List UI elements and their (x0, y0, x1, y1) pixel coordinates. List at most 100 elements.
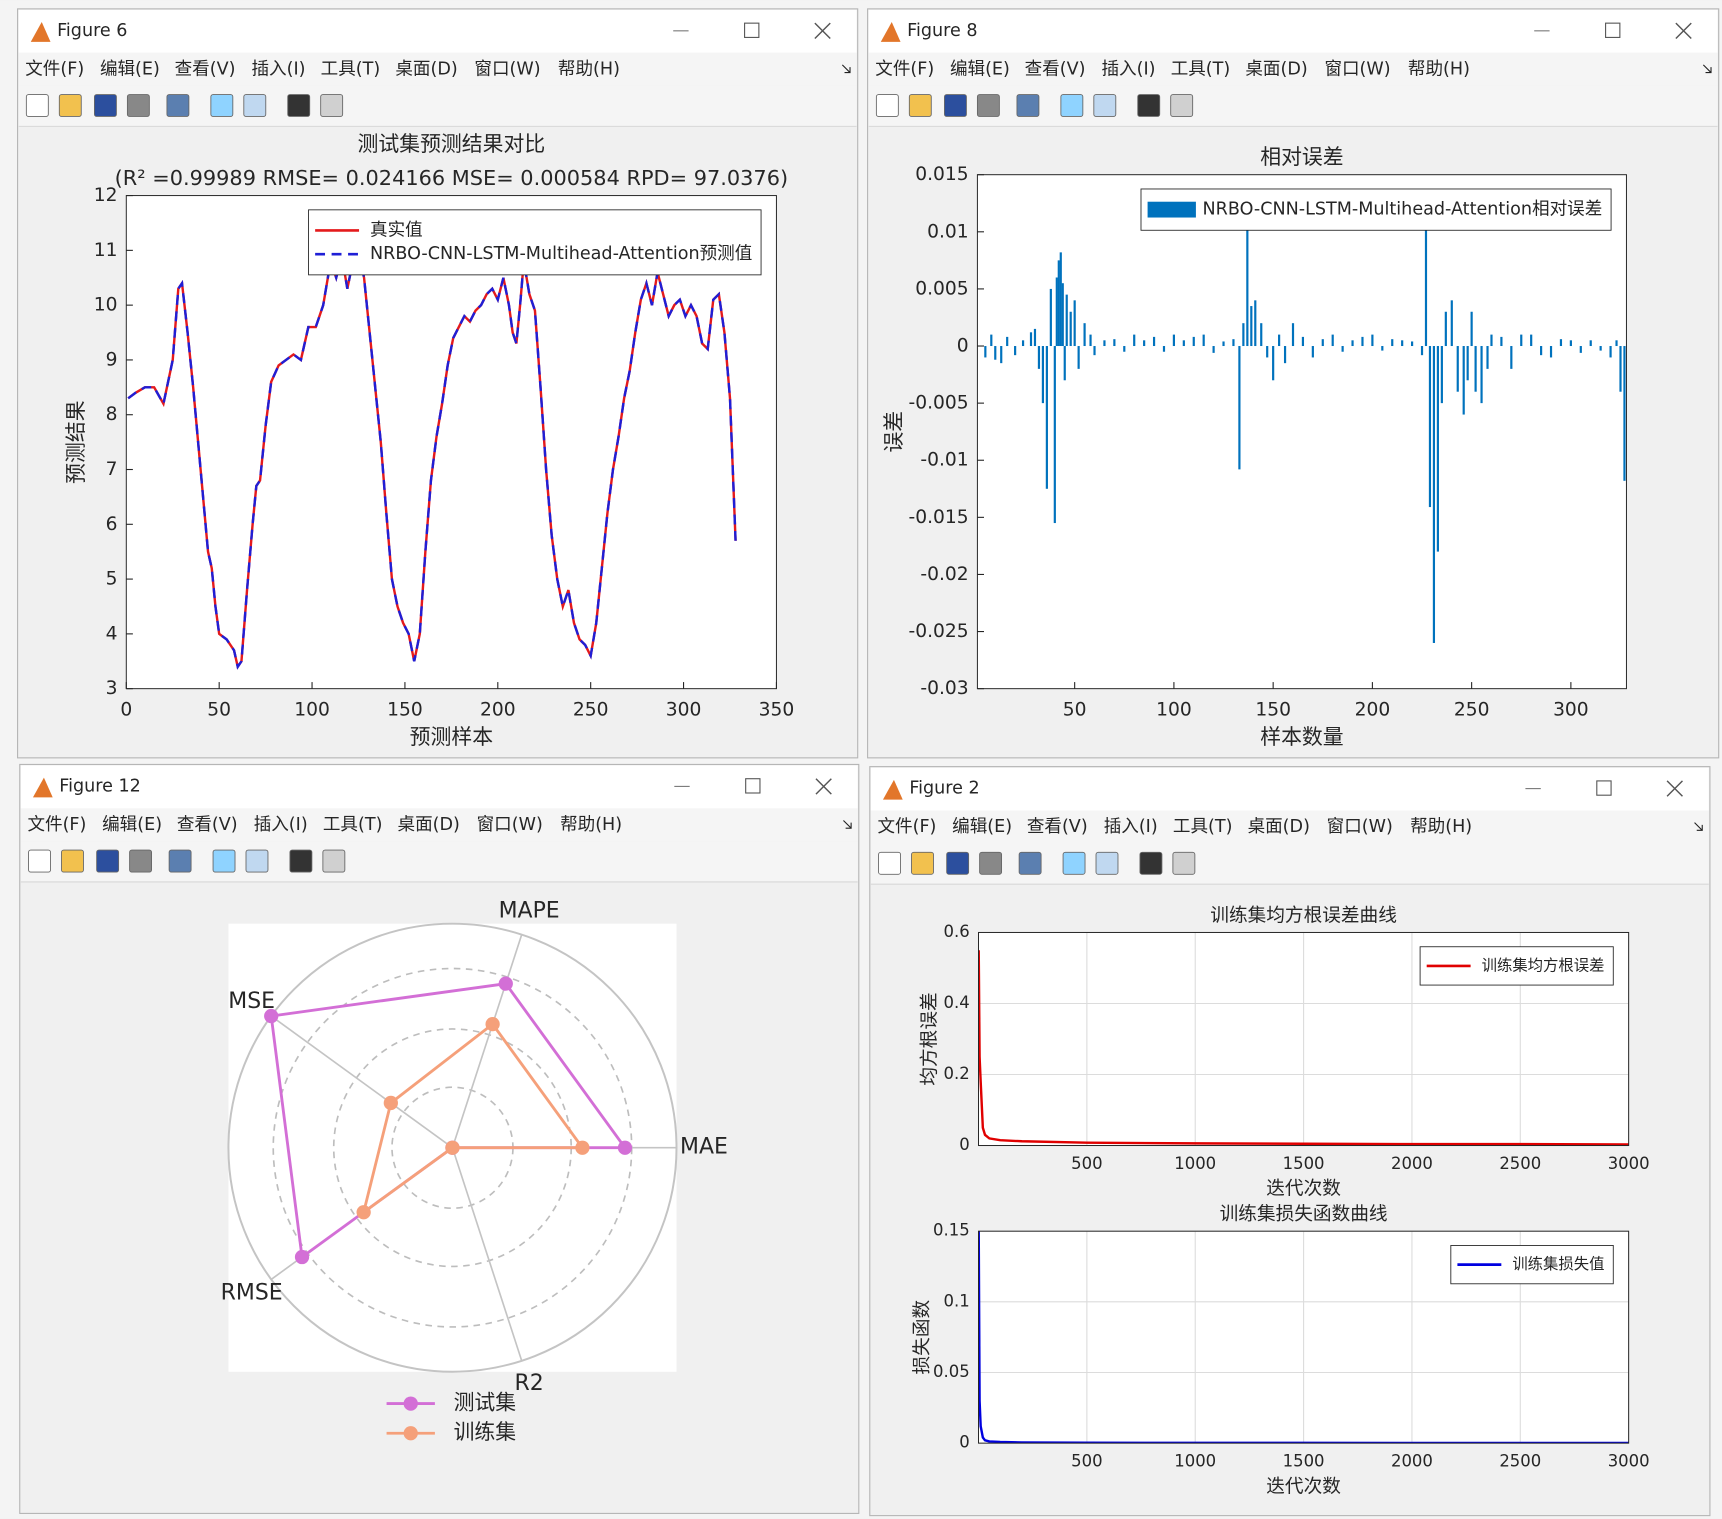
toolbar-button[interactable] (1060, 94, 1084, 117)
bar (1401, 340, 1404, 347)
toolbar-button[interactable] (287, 94, 311, 117)
toolbar-button[interactable] (911, 851, 934, 875)
toolbar-button[interactable] (1018, 851, 1042, 875)
legend-label: 测试集 (454, 1391, 517, 1415)
toolbar-button[interactable] (61, 849, 84, 873)
toolbar-button[interactable] (1170, 94, 1194, 117)
close-button[interactable] (814, 22, 831, 40)
toolbar-button[interactable] (1062, 851, 1086, 875)
menu-item[interactable]: 桌面(D) (1245, 59, 1307, 79)
menu-overflow[interactable] (1694, 822, 1703, 831)
y-tick-label: -0.015 (908, 507, 968, 528)
menu-item[interactable]: 编辑(E) (100, 59, 160, 79)
toolbar-button[interactable] (1172, 851, 1196, 875)
toolbar-button[interactable] (320, 94, 344, 117)
menu-item[interactable]: 帮助(H) (560, 815, 622, 835)
menu-item[interactable]: 桌面(D) (1248, 817, 1310, 837)
toolbar-button[interactable] (166, 94, 190, 117)
bar (1462, 346, 1465, 415)
maximize-button[interactable] (744, 22, 760, 38)
toolbar-button[interactable] (322, 849, 346, 873)
toolbar-button[interactable] (28, 849, 51, 873)
menu-item[interactable]: 文件(F) (877, 817, 936, 837)
bar (1549, 346, 1553, 358)
toolbar-button[interactable] (96, 849, 120, 873)
x-tick-label: 2500 (1499, 1452, 1541, 1471)
toolbar-button[interactable] (243, 94, 267, 117)
menu-item[interactable]: 帮助(H) (558, 59, 620, 79)
toolbar-button[interactable] (212, 849, 236, 873)
menu-item[interactable]: 窗口(W) (1327, 817, 1393, 837)
menu-item[interactable]: 查看(V) (1027, 817, 1088, 837)
close-button[interactable] (1675, 22, 1692, 40)
toolbar-button[interactable] (168, 849, 192, 873)
window-title: Figure 8 (907, 21, 977, 41)
close-button[interactable] (1666, 780, 1683, 797)
x-tick-label: 2000 (1391, 1452, 1433, 1471)
bar (1029, 332, 1033, 347)
maximize-button[interactable] (745, 778, 761, 794)
toolbar-button[interactable] (1016, 94, 1040, 117)
menu-item[interactable]: 工具(T) (1173, 817, 1233, 837)
menu-item[interactable]: 插入(I) (251, 59, 305, 79)
menu-item[interactable]: 桌面(D) (395, 59, 457, 79)
menu-item[interactable]: 文件(F) (875, 59, 934, 79)
toolbar-button[interactable] (976, 94, 1000, 117)
legend: 真实值 NRBO-CNN-LSTM-Multihead-Attention预测值 (308, 209, 762, 276)
toolbar-button[interactable] (946, 851, 970, 875)
menu-item[interactable]: 窗口(W) (477, 815, 543, 835)
menu-overflow[interactable] (843, 820, 852, 829)
menu-item[interactable]: 编辑(E) (952, 817, 1012, 837)
legend: 训练集均方根误差 (1419, 946, 1614, 986)
menu-item[interactable]: 窗口(W) (474, 59, 540, 79)
toolbar-button[interactable] (1139, 851, 1163, 875)
radar-point (485, 1016, 500, 1032)
menu-item[interactable]: 查看(V) (177, 815, 238, 835)
menu-item[interactable]: 查看(V) (1025, 59, 1086, 79)
toolbar-button[interactable] (1095, 851, 1119, 875)
toolbar-button[interactable] (979, 851, 1003, 875)
maximize-button[interactable] (1596, 780, 1612, 796)
menu-overflow[interactable] (841, 64, 851, 74)
menu-item[interactable]: 编辑(E) (102, 815, 162, 835)
toolbar-button[interactable] (944, 94, 967, 117)
y-tick-label: -0.01 (920, 450, 968, 471)
toolbar-button[interactable] (25, 94, 49, 117)
maximize-button[interactable] (1605, 22, 1621, 38)
menu-item[interactable]: 工具(T) (323, 815, 383, 835)
menu-item[interactable]: 帮助(H) (1410, 817, 1472, 837)
menu-item[interactable]: 编辑(E) (950, 59, 1010, 79)
menu-item[interactable]: 文件(F) (25, 59, 84, 79)
menu-item[interactable]: 帮助(H) (1408, 59, 1470, 79)
bar (1623, 346, 1626, 481)
title-bar (868, 9, 1718, 53)
toolbar-button[interactable] (908, 94, 932, 117)
menu-item[interactable]: 查看(V) (175, 59, 236, 79)
menu-item[interactable]: 插入(I) (1102, 59, 1156, 79)
toolbar-button[interactable] (1093, 94, 1117, 117)
menu-item[interactable]: 桌面(D) (398, 815, 460, 835)
toolbar-button[interactable] (245, 849, 269, 873)
bar (1619, 346, 1622, 392)
toolbar-button[interactable] (126, 94, 150, 117)
toolbar-button[interactable] (58, 94, 82, 117)
menu-item[interactable]: 插入(I) (254, 815, 308, 835)
toolbar-button[interactable] (210, 94, 234, 117)
toolbar-button[interactable] (878, 851, 901, 875)
toolbar-button[interactable] (129, 849, 152, 873)
toolbar-button[interactable] (289, 849, 313, 873)
plot-marks (127, 246, 737, 670)
menu-item[interactable]: 窗口(W) (1324, 59, 1390, 79)
toolbar-button[interactable] (94, 94, 117, 117)
menu-item[interactable]: 文件(F) (27, 815, 86, 835)
bar (1500, 336, 1503, 347)
y-tick-label: 12 (94, 185, 118, 206)
toolbar-button[interactable] (875, 94, 899, 117)
menu-item[interactable]: 工具(T) (321, 59, 381, 79)
toolbar-button[interactable] (1137, 94, 1161, 117)
menu-item[interactable]: 工具(T) (1171, 59, 1231, 79)
menu-overflow[interactable] (1702, 64, 1712, 74)
bar (1351, 340, 1354, 347)
menu-item[interactable]: 插入(I) (1104, 817, 1158, 837)
close-button[interactable] (815, 778, 832, 795)
